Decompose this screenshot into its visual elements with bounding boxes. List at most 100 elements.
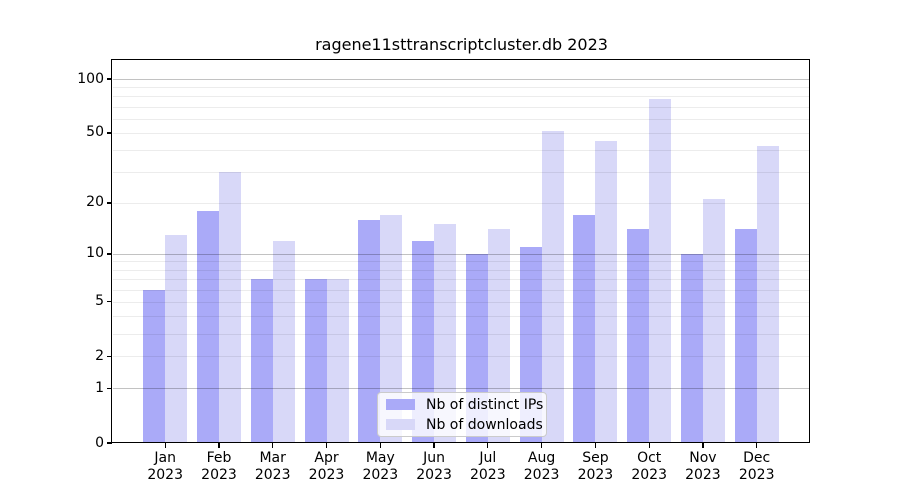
x-tick-month: Sep [582,450,609,466]
x-tick-year: 2023 [416,467,452,483]
y-tick-label-2: 2 [95,347,104,364]
x-tick-mark-jan [164,443,166,448]
bar-ips-mar [250,279,273,443]
x-tick-label-apr: Apr 2023 [297,450,357,484]
x-tick-month: Jul [479,450,497,466]
x-tick-label-sep: Sep 2023 [565,450,625,484]
gridline-minor-40 [113,150,810,152]
legend-label-downloads: Nb of downloads [426,416,543,433]
y-tick-mark-2 [107,355,112,358]
x-tick-label-jan: Jan 2023 [135,450,195,484]
x-tick-mark-feb [218,443,220,448]
y-tick-label-50: 50 [86,124,104,141]
gridline-minor-9 [113,261,810,263]
x-tick-label-jul: Jul 2023 [458,450,518,484]
bar-ips-dec [734,229,757,443]
gridline-minor-8 [113,269,810,271]
gridline-minor-20 [113,202,810,204]
x-tick-label-feb: Feb 2023 [189,450,249,484]
x-tick-month: Apr [314,450,339,466]
bar-downloads-feb [219,172,241,443]
gridline-minor-7 [113,279,810,280]
gridline-minor-5 [113,301,810,303]
y-tick-mark-1 [107,387,112,389]
x-tick-month: May [365,450,395,466]
y-tick-label-1: 1 [95,379,104,396]
x-tick-month: Mar [259,450,286,466]
x-tick-year: 2023 [577,467,614,483]
x-tick-month: Jan [154,450,176,466]
x-tick-mark-jul [487,443,489,448]
gridline-minor-70 [113,106,810,108]
y-tick-mark-10 [107,253,112,255]
legend-label-distinct-ips: Nb of distinct IPs [426,396,544,413]
x-tick-year: 2023 [254,467,291,483]
plot-area [113,61,810,443]
gridline-minor-60 [113,118,810,120]
x-tick-year: 2023 [308,467,345,483]
y-tick-label-10: 10 [86,245,104,262]
x-tick-label-mar: Mar 2023 [243,450,303,484]
x-tick-label-aug: Aug 2023 [512,450,572,484]
bar-downloads-aug [541,131,564,443]
x-tick-mark-apr [325,443,328,448]
gridline-minor-2 [113,356,810,358]
x-tick-month: Dec [743,450,771,466]
x-tick-mark-jun [433,443,435,448]
x-tick-month: Jun [423,450,446,466]
bar-downloads-sep [595,141,618,443]
x-tick-label-may: May 2023 [350,450,410,484]
y-tick-mark-50 [107,132,112,134]
x-tick-mark-may [379,443,381,448]
bar-downloads-jul [487,229,510,443]
x-tick-label-oct: Oct 2023 [619,450,679,484]
x-tick-label-dec: Dec 2023 [727,450,787,484]
bar-downloads-dec [756,146,779,443]
bar-ips-nov [680,253,703,443]
bar-ips-feb [197,210,219,443]
bar-downloads-apr [326,279,349,443]
bar-ips-may [358,219,381,443]
gridline-minor-30 [113,172,810,174]
y-tick-label-5: 5 [95,293,104,310]
chart-title: ragene11sttranscriptcluster.db 2023 [315,35,608,54]
gridline-minor-4 [113,316,810,318]
gridline-major-1 [113,388,810,390]
x-tick-month: Aug [527,450,556,466]
x-tick-month: Oct [637,450,662,466]
bar-ips-sep [573,215,596,443]
legend: Nb of distinct IPs Nb of downloads [377,392,547,437]
bar-downloads-jan [165,234,188,443]
y-tick-label-20: 20 [86,194,104,211]
bar-downloads-jun [434,224,457,443]
x-tick-mark-aug [540,443,543,448]
x-tick-mark-sep [594,443,597,448]
bar-downloads-mar [272,240,295,443]
gridline-minor-90 [113,87,810,89]
x-tick-month: Feb [206,450,232,466]
legend-swatch-ips [386,399,415,410]
bar-ips-jan [143,289,166,443]
x-tick-label-jun: Jun 2023 [404,450,464,484]
gridline-major-100 [113,79,810,80]
bar-downloads-oct [649,99,672,443]
x-tick-year: 2023 [469,467,506,483]
x-tick-mark-nov [702,443,704,448]
x-tick-year: 2023 [631,467,667,483]
bar-downloads-may [380,215,403,443]
y-tick-label-0: 0 [95,434,104,451]
legend-item-distinct-ips: Nb of distinct IPs [386,396,546,414]
gridline-minor-6 [113,289,810,291]
y-tick-label-100: 100 [77,70,104,87]
y-tick-mark-100 [107,78,112,80]
bar-ips-oct [627,229,650,443]
gridline-major-10 [113,253,810,255]
legend-swatch-downloads [386,419,415,430]
bar-ips-apr [304,279,327,443]
x-tick-mark-dec [756,443,758,448]
gridline-minor-80 [113,96,810,98]
legend-item-downloads: Nb of downloads [386,416,546,434]
x-tick-year: 2023 [523,467,560,483]
x-tick-year: 2023 [685,467,721,483]
